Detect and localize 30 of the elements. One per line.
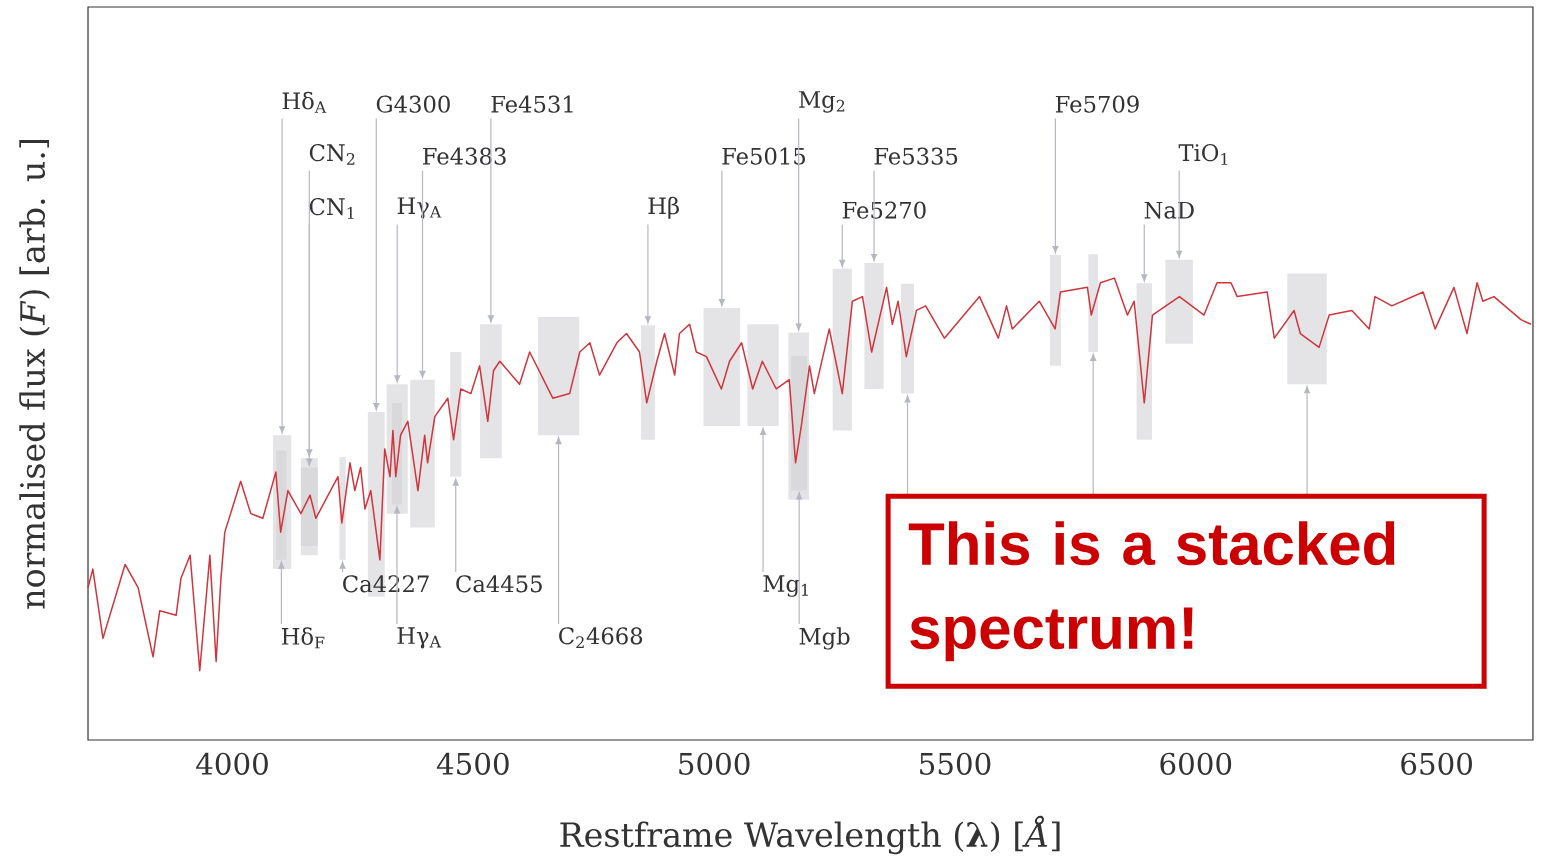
band-label: Hδ$_{A}$ [282,91,327,113]
band-label: Fe5335 [874,147,958,165]
band-label: Hγ$_{A}$ [397,627,442,649]
x-tick-label: 6500 [1401,752,1472,775]
band-label: C$_{2}$4668 [559,627,643,648]
x-tick-label: 6000 [1160,752,1232,775]
band-label: Hδ$_{F}$ [281,627,325,649]
band-label: Mgb [799,627,850,650]
band-label: Fe4531 [491,95,573,113]
x-axis-title: Restframe Wavelength (λ) [Å] [560,815,1060,855]
band-label: NaD [1144,201,1194,219]
band-label: CN$_{2}$ [309,144,355,165]
band-label: Fe4383 [423,147,506,165]
band-label: CN$_{1}$ [309,198,354,219]
band-label: Mg$_{1}$ [763,575,808,597]
band-label: G4300 [376,95,450,113]
band-label: Fe5270 [842,201,926,219]
band-label: Ca4455 [456,575,542,593]
band-label: Fe5709 [1055,95,1139,113]
band-label: Mg$_{2}$ [799,91,845,113]
band-label: Fe5015 [722,147,805,165]
x-tick-label: 4000 [196,752,268,775]
x-tick-label: 4500 [436,752,509,775]
band-label: TiO$_{1}$ [1178,144,1228,165]
x-tick-label: 5500 [920,752,991,775]
band-label: Ca4227 [343,575,429,593]
y-axis-title: normalised flux (F) [arb. u.] [19,140,50,609]
annotation: This is a stacked spectrum! [908,521,1395,662]
band-label: Hβ [648,196,679,219]
x-tick-label: 5000 [679,752,750,775]
